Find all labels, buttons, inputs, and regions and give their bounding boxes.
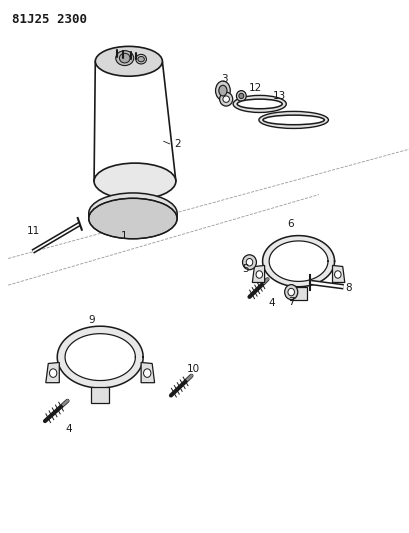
Ellipse shape — [233, 95, 286, 112]
Ellipse shape — [239, 93, 244, 99]
Text: 13: 13 — [273, 91, 286, 101]
Ellipse shape — [216, 81, 230, 100]
Polygon shape — [333, 265, 345, 282]
Ellipse shape — [144, 369, 151, 377]
Text: 4: 4 — [268, 298, 275, 308]
Ellipse shape — [263, 115, 324, 125]
Polygon shape — [252, 265, 265, 282]
Polygon shape — [57, 326, 143, 388]
Ellipse shape — [223, 96, 229, 102]
Ellipse shape — [116, 51, 134, 66]
Text: 2: 2 — [174, 139, 180, 149]
Ellipse shape — [49, 369, 57, 377]
Text: 81J25 2300: 81J25 2300 — [12, 13, 87, 26]
Ellipse shape — [246, 259, 253, 266]
Ellipse shape — [220, 92, 233, 106]
Ellipse shape — [288, 288, 294, 296]
Ellipse shape — [94, 163, 176, 199]
Text: 12: 12 — [249, 83, 262, 93]
Text: 6: 6 — [288, 219, 294, 229]
Ellipse shape — [243, 255, 256, 270]
Ellipse shape — [89, 198, 177, 239]
Text: 9: 9 — [88, 315, 94, 325]
Ellipse shape — [136, 54, 146, 64]
Ellipse shape — [95, 46, 162, 76]
Ellipse shape — [285, 285, 298, 300]
Text: 4: 4 — [65, 424, 72, 433]
Ellipse shape — [335, 271, 341, 278]
Ellipse shape — [256, 271, 263, 278]
Polygon shape — [269, 241, 328, 281]
Polygon shape — [141, 362, 155, 383]
Text: 11: 11 — [27, 226, 40, 236]
Polygon shape — [46, 362, 59, 383]
Ellipse shape — [237, 99, 282, 109]
Text: 5: 5 — [242, 264, 249, 274]
Ellipse shape — [119, 53, 130, 63]
Ellipse shape — [236, 91, 246, 101]
Ellipse shape — [219, 85, 227, 96]
Ellipse shape — [89, 193, 177, 233]
Ellipse shape — [138, 56, 144, 62]
Text: 8: 8 — [346, 283, 352, 293]
Text: 10: 10 — [187, 364, 200, 374]
Text: 7: 7 — [288, 297, 294, 307]
Text: 3: 3 — [221, 74, 227, 84]
Polygon shape — [290, 287, 307, 300]
Ellipse shape — [259, 111, 328, 128]
Polygon shape — [65, 334, 135, 381]
Polygon shape — [91, 387, 109, 403]
Text: 1: 1 — [121, 231, 127, 240]
Polygon shape — [263, 236, 335, 287]
